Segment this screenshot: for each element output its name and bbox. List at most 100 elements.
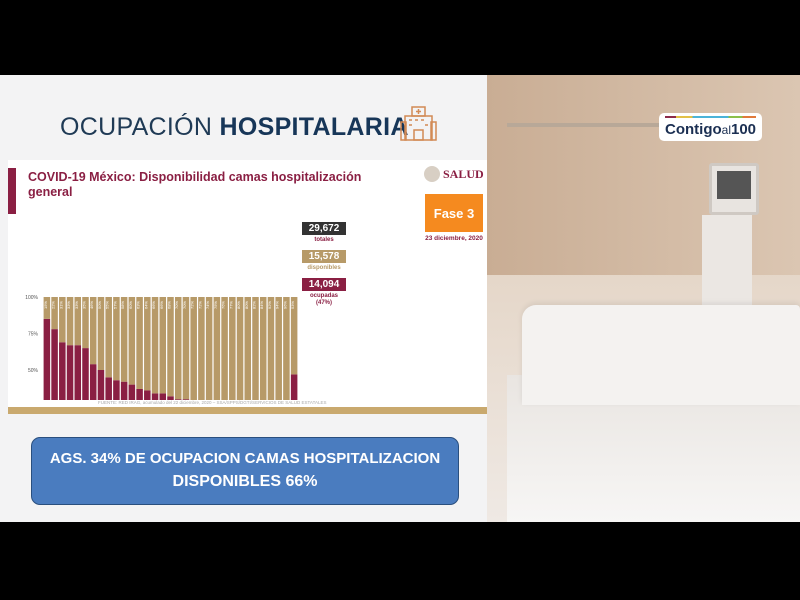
bar-ocupacion — [51, 329, 58, 400]
bar-disponibilidad — [97, 297, 105, 370]
bar-disponibilidad — [290, 297, 298, 375]
bar-ocupacion — [82, 348, 89, 400]
bar-disponibilidad — [182, 297, 190, 400]
bar-disponibilidad — [190, 297, 197, 400]
bar-disponibilidad — [229, 297, 236, 400]
bar-value-label: 68% — [167, 301, 172, 309]
monitor — [709, 163, 759, 215]
bar-value-label: 80% — [236, 301, 241, 309]
bar-disponibilidad — [128, 297, 136, 385]
bed-mattress — [522, 305, 800, 405]
bar-disponibilidad — [252, 297, 259, 400]
contigo-al-100-logo: Contigo al 100 — [659, 113, 763, 141]
bar-value-label: 76% — [221, 301, 226, 309]
stat-total-value: 29,672 — [302, 222, 346, 235]
bar-ocupacion — [290, 374, 298, 400]
logo-small: al — [721, 122, 731, 137]
bar-disponibilidad — [236, 297, 244, 400]
bar-disponibilidad — [283, 297, 290, 400]
wall-rail — [507, 123, 707, 127]
bar-ocupacion — [144, 390, 151, 400]
seal-icon — [424, 166, 440, 182]
bar-value-label: 60% — [128, 301, 133, 309]
bar-value-label: 66% — [159, 301, 164, 309]
bar-value-label: 96% — [282, 301, 287, 309]
bar-ocupacion — [59, 342, 66, 400]
bar-ocupacion — [89, 364, 97, 400]
hospital-icon — [400, 106, 437, 141]
bar-ocupacion — [74, 345, 82, 400]
y-tick-label: 100% — [25, 295, 38, 301]
tan-stripe — [8, 407, 487, 414]
stat-available-value: 15,578 — [302, 250, 346, 263]
bar-ocupacion — [128, 384, 136, 400]
bar-value-label: 63% — [136, 301, 141, 309]
bar-disponibilidad — [244, 297, 252, 400]
stat-occupied-value: 14,094 — [302, 278, 346, 291]
bar-disponibilidad — [43, 297, 51, 319]
bar-value-label: 77% — [228, 301, 233, 309]
banner-line-1: AGS. 34% DE OCUPACION CAMAS HOSPITALIZAC… — [49, 450, 441, 467]
bar-ocupacion — [167, 396, 174, 400]
chart-slide: COVID-19 México: Disponibilidad camas ho… — [8, 160, 487, 414]
caption-banner: AGS. 34% DE OCUPACION CAMAS HOSPITALIZAC… — [31, 437, 459, 505]
bar-value-label: 92% — [267, 301, 272, 309]
title-bold: HOSPITALARIA — [219, 113, 409, 141]
bar-disponibilidad — [221, 297, 228, 400]
bar-value-label: 70% — [174, 301, 179, 309]
bar-value-label: 80% — [244, 301, 249, 309]
bar-value-label: 15% — [43, 301, 48, 309]
bar-value-label: 70% — [182, 301, 187, 309]
logo-number: 100 — [731, 121, 757, 138]
bar-disponibilidad — [113, 297, 120, 381]
source-note: FUENTE: RED IRAG, acumulado del 22 dicie… — [98, 400, 327, 405]
title-light: OCUPACIÓN — [60, 113, 213, 141]
bar-ocupacion — [43, 318, 51, 400]
bar-ocupacion — [151, 393, 159, 400]
bar-value-label: 33% — [66, 301, 71, 309]
stat-total-label: totales — [314, 237, 334, 243]
bar-disponibilidad — [259, 297, 267, 400]
agency-name: SALUD — [443, 166, 484, 181]
bar-disponibilidad — [198, 297, 205, 400]
bar-disponibilidad — [213, 297, 221, 400]
bar-ocupacion — [66, 345, 74, 400]
stat-available-label: disponibles — [307, 265, 341, 271]
bar-disponibilidad — [82, 297, 89, 349]
bar-value-label: 58% — [120, 301, 125, 309]
bar-disponibilidad — [105, 297, 112, 378]
bar-value-label: 72% — [197, 301, 202, 309]
bar-disponibilidad — [51, 297, 58, 330]
bar-value-label: 75% — [213, 301, 218, 309]
bar-ocupacion — [120, 381, 128, 400]
bar-value-label: 55% — [105, 301, 110, 309]
bar-ocupacion — [113, 380, 120, 400]
bar-value-label: 46% — [89, 301, 94, 309]
bar-value-label: 53% — [290, 301, 295, 309]
bar-ocupacion — [97, 370, 105, 400]
bar-disponibilidad — [275, 297, 282, 400]
date-label: 23 diciembre, 2020 — [425, 235, 483, 242]
bar-disponibilidad — [74, 297, 82, 346]
bar-disponibilidad — [120, 297, 128, 382]
bar-value-label: 50% — [97, 301, 102, 309]
stat-occupied-label: ocupadas (47%) — [309, 293, 338, 306]
bar-disponibilidad — [205, 297, 213, 400]
bar-disponibilidad — [144, 297, 151, 391]
bar-value-label: 72% — [190, 301, 195, 309]
stacked-bar-chart: 0%25%50%75%100%85%15%78%22%69%31%67%33%6… — [25, 295, 298, 400]
bar-ocupacion — [159, 393, 167, 400]
bar-value-label: 31% — [58, 301, 63, 309]
bar-ocupacion — [174, 399, 182, 400]
bar-value-label: 22% — [51, 301, 56, 309]
bar-ocupacion — [136, 388, 143, 400]
y-tick-label: 75% — [28, 332, 39, 338]
bar-disponibilidad — [59, 297, 66, 343]
broadcast-frame: OCUPACIÓN HOSPITALARIA COVID-19 México: … — [0, 75, 800, 522]
bar-value-label: 84% — [259, 301, 264, 309]
bar-disponibilidad — [174, 297, 182, 400]
y-tick-label: 50% — [28, 368, 39, 374]
bar-disponibilidad — [159, 297, 167, 394]
bar-value-label: 57% — [112, 301, 117, 309]
bar-disponibilidad — [151, 297, 159, 394]
